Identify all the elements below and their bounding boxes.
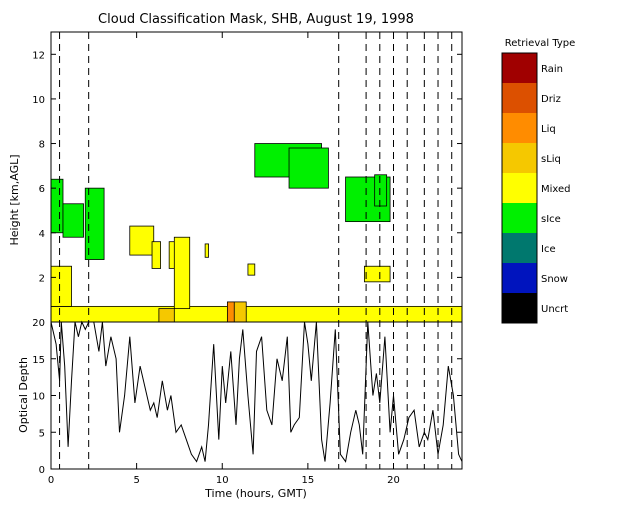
cloud-region-mixed <box>50 305 463 323</box>
time-tick-label: 5 <box>133 475 139 486</box>
legend-label-sice: sIce <box>541 214 561 225</box>
height-axis-label: Height [km,AGL] <box>8 154 21 245</box>
cloud-region-sice <box>288 147 329 189</box>
cloud-region-mixed <box>204 243 209 258</box>
legend-swatch-mixed <box>502 173 537 203</box>
height-ticks: 2 4 6 8 10 12 <box>32 50 462 323</box>
cloud-region-sice <box>84 187 105 260</box>
optical-depth-ticks: 0 5 10 15 20 <box>32 318 462 476</box>
legend-title: Retrieval Type <box>505 38 576 49</box>
cloud-region-mixed <box>50 265 72 307</box>
legend-swatch-uncrt <box>502 293 537 323</box>
optical-depth-tick-label: 20 <box>32 318 45 329</box>
retrieval-type-legend: Retrieval Type Rain Driz Liq sLiq Mixed sIce I… <box>501 38 576 324</box>
optical-depth-tick-label: 5 <box>39 428 45 439</box>
chart-title: Cloud Classification Mask, SHB, August 1… <box>98 12 414 27</box>
optical-depth-tick-label: 0 <box>39 465 45 476</box>
time-axis-label: Time (hours, GMT) <box>204 487 307 500</box>
legend-swatch-rain <box>502 53 537 83</box>
cloud-region-sice <box>374 174 388 207</box>
optical-depth-axis-label: Optical Depth <box>17 357 30 433</box>
time-ticks: 0 5 10 15 20 <box>48 32 400 486</box>
cloud-region-mixed <box>247 263 256 276</box>
legend-items: Rain Driz Liq sLiq Mixed sIce Ice Snow Uncrt <box>501 52 571 324</box>
time-tick-label: 10 <box>216 475 229 486</box>
optical-depth-tick-label: 15 <box>32 355 45 366</box>
time-tick-label: 0 <box>48 475 54 486</box>
cloud-region-mixed <box>173 236 191 310</box>
optical-depth-tick-label: 10 <box>32 392 45 403</box>
cloud-region-sliq <box>158 308 175 323</box>
cloud-region-sice <box>62 203 84 238</box>
legend-label-ice: Ice <box>541 244 556 255</box>
legend-label-rain: Rain <box>541 64 563 75</box>
cloud-regions <box>50 143 463 323</box>
height-tick-label: 4 <box>39 229 45 240</box>
time-tick-label: 15 <box>302 475 315 486</box>
cloud-region-mixed <box>129 225 155 256</box>
legend-swatch-driz <box>502 83 537 113</box>
height-tick-label: 10 <box>32 95 45 106</box>
height-tick-label: 12 <box>32 50 45 61</box>
height-tick-label: 2 <box>39 273 45 284</box>
height-tick-label: 8 <box>39 140 45 151</box>
optical-depth-panel: 0 5 10 15 20 0 5 10 15 20 Optical Depth Time (ho… <box>17 32 463 500</box>
time-tick-label: 20 <box>387 475 400 486</box>
cloud-region-sice <box>50 178 64 234</box>
legend-swatch-sliq <box>502 143 537 173</box>
cloud-region-mixed <box>363 265 391 283</box>
legend-frame <box>501 52 538 324</box>
legend-swatch-sice <box>502 203 537 233</box>
legend-label-uncrt: Uncrt <box>541 304 568 315</box>
height-tick-label: 6 <box>39 184 45 195</box>
legend-swatch-liq <box>502 113 537 143</box>
cloud-region-mixed <box>151 241 162 269</box>
cloud-region-liq <box>226 301 235 323</box>
legend-label-mixed: Mixed <box>541 184 571 195</box>
optical-depth-line <box>50 320 463 463</box>
legend-label-sliq: sLiq <box>541 154 561 165</box>
legend-label-snow: Snow <box>541 274 568 285</box>
legend-label-liq: Liq <box>541 124 556 135</box>
legend-swatch-snow <box>502 263 537 293</box>
legend-swatch-ice <box>502 233 537 263</box>
legend-label-driz: Driz <box>541 94 561 105</box>
cloud-mask-panel: 2 4 6 8 10 12 Height [km,AGL] <box>8 31 463 323</box>
